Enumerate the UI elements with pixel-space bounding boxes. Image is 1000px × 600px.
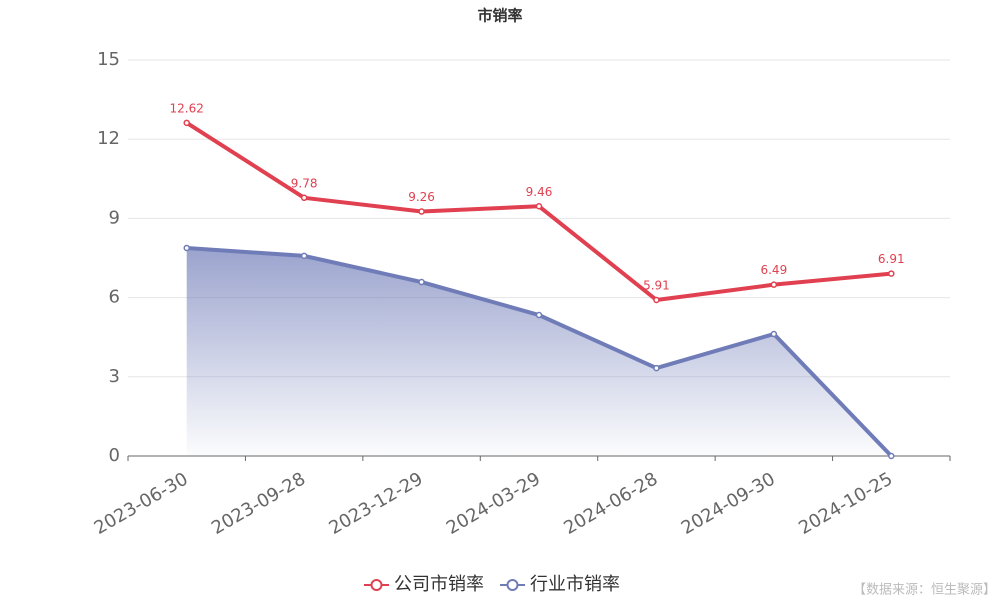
data-label: 9.46 xyxy=(526,185,553,199)
data-point xyxy=(183,244,190,252)
data-label: 9.26 xyxy=(408,190,435,204)
x-tick-label: 2024-06-28 xyxy=(560,468,661,538)
data-point xyxy=(888,270,895,277)
legend-icon xyxy=(506,579,519,591)
legend-icon xyxy=(370,579,383,591)
legend-item: 行业市销率 xyxy=(500,574,620,595)
data-label: 9.78 xyxy=(291,176,318,190)
data-point xyxy=(535,203,543,210)
legend-label: 行业市销率 xyxy=(530,574,620,595)
y-tick-label: 15 xyxy=(97,49,120,70)
data-point xyxy=(770,281,778,288)
x-tick-label: 2024-09-30 xyxy=(678,468,779,538)
x-tick-label: 2023-12-29 xyxy=(325,468,426,538)
y-tick-label: 6 xyxy=(109,287,120,308)
x-tick-label: 2024-10-25 xyxy=(795,468,896,538)
legend-item: 公司市销率 xyxy=(364,574,484,595)
y-tick-label: 0 xyxy=(109,445,120,466)
y-tick-label: 3 xyxy=(109,366,120,387)
data-point xyxy=(300,194,308,202)
data-label: 6.49 xyxy=(760,263,787,277)
series-area xyxy=(186,247,892,456)
data-point xyxy=(770,330,778,338)
data-point xyxy=(300,252,308,260)
data-point xyxy=(888,452,895,460)
y-tick-label: 12 xyxy=(97,128,120,149)
source-note: 【数据来源：恒生聚源】 xyxy=(853,583,996,598)
data-point xyxy=(653,296,660,304)
data-label: 12.62 xyxy=(170,101,204,115)
data-point xyxy=(183,119,190,127)
data-point xyxy=(418,208,425,215)
data-label: 5.91 xyxy=(643,278,670,292)
legend-label: 公司市销率 xyxy=(394,574,484,595)
x-tick-label: 2024-03-29 xyxy=(443,468,544,538)
y-tick-label: 9 xyxy=(109,207,120,228)
chart-title: 市销率 xyxy=(477,7,522,25)
x-tick-label: 2023-06-30 xyxy=(91,468,192,538)
data-point xyxy=(535,311,543,319)
data-label: 6.91 xyxy=(878,252,905,266)
data-point xyxy=(653,364,660,372)
x-tick-label: 2023-09-28 xyxy=(208,468,309,538)
data-point xyxy=(418,278,425,286)
